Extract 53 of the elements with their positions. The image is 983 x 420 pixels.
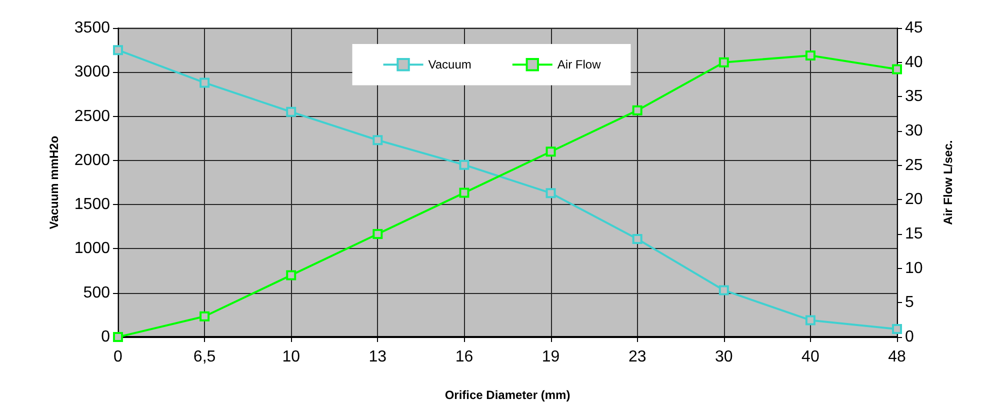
point xyxy=(286,106,296,117)
y2-tick-label: 30 xyxy=(905,122,923,140)
y-tick-label: 3500 xyxy=(74,20,110,36)
point xyxy=(200,311,210,322)
point xyxy=(632,234,642,244)
y-tick-label: 2500 xyxy=(74,108,110,125)
y2-tick-label: 40 xyxy=(905,54,923,71)
y2-tick-label: 15 xyxy=(905,226,923,242)
x-tick-label: 30 xyxy=(714,348,733,366)
y-axis-title: Vacuum mmH2o xyxy=(47,136,61,230)
legend-label: Air Flow xyxy=(557,58,602,72)
y2-tick-label: 5 xyxy=(905,294,914,312)
y-tick-label: 3000 xyxy=(74,64,110,81)
point xyxy=(372,229,383,239)
point xyxy=(892,324,902,334)
point xyxy=(546,188,556,198)
y2-axis-title: Air Flow L/sec. xyxy=(941,140,955,225)
y-tick-label: 2000 xyxy=(74,152,110,169)
x-tick-label: 16 xyxy=(455,348,474,366)
y2-tick-label: 0 xyxy=(905,328,914,346)
x-tick-label: 23 xyxy=(628,348,646,366)
y-tick-label: 0 xyxy=(101,328,110,346)
point xyxy=(113,332,123,342)
y2-tick-label: 35 xyxy=(905,88,923,106)
x-tick-label: 0 xyxy=(114,348,123,366)
y-tick-label: 1500 xyxy=(74,196,110,214)
point xyxy=(546,146,556,157)
y2-tick-label: 25 xyxy=(905,156,923,174)
point xyxy=(372,135,383,146)
x-tick-label: 48 xyxy=(888,348,906,366)
point xyxy=(459,160,470,170)
point xyxy=(113,45,123,56)
x-axis-title: Orifice Diameter (mm) xyxy=(444,388,570,402)
x-tick-label: 6,5 xyxy=(193,348,216,366)
point xyxy=(459,188,470,198)
x-tick-label: 19 xyxy=(542,348,560,366)
y2-tick-label: 20 xyxy=(905,191,923,208)
x-tick-label: 10 xyxy=(282,348,300,366)
y-tick-label: 500 xyxy=(83,284,110,302)
point xyxy=(718,285,729,296)
point xyxy=(632,105,642,116)
point xyxy=(805,50,816,60)
x-tick-label: 40 xyxy=(802,348,820,366)
point xyxy=(805,315,816,326)
y2-tick-label: 10 xyxy=(905,260,923,277)
y2-tick-label: 45 xyxy=(905,20,923,36)
legend-label: Vacuum xyxy=(428,58,472,72)
point xyxy=(718,57,729,68)
x-tick-label: 13 xyxy=(368,348,387,366)
point xyxy=(286,270,296,280)
point xyxy=(200,78,210,88)
y-tick-label: 1000 xyxy=(74,240,110,258)
point xyxy=(892,64,902,74)
